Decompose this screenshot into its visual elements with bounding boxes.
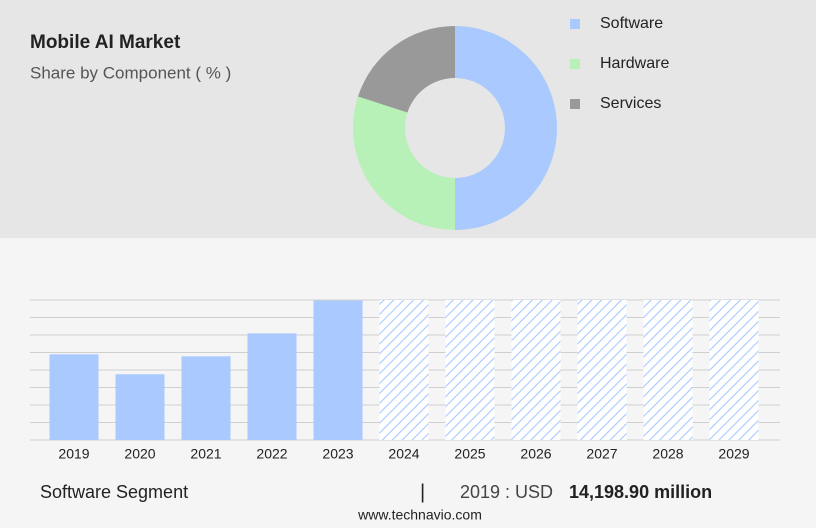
bar [115, 374, 165, 440]
forecast-bar [511, 300, 561, 440]
x-tick-label: 2019 [58, 446, 89, 462]
bar [181, 356, 231, 440]
chart-title: Mobile AI Market [30, 32, 181, 53]
chart-subtitle: Share by Component ( % ) [30, 63, 231, 82]
legend-swatch [570, 19, 580, 29]
year-label: 2019 : USD [460, 482, 553, 502]
x-tick-label: 2027 [586, 446, 617, 462]
x-tick-label: 2029 [718, 446, 749, 462]
x-tick-label: 2023 [322, 446, 353, 462]
bar [313, 300, 363, 440]
forecast-bar [445, 300, 495, 440]
donut-slice [455, 26, 557, 230]
legend-label: Services [600, 95, 661, 112]
separator: | [420, 481, 425, 503]
forecast-bar [709, 300, 759, 440]
legend-label: Software [600, 15, 663, 32]
legend-swatch [570, 59, 580, 69]
bar [247, 333, 297, 440]
x-tick-label: 2021 [190, 446, 221, 462]
forecast-bar [379, 300, 429, 440]
x-tick-label: 2026 [520, 446, 551, 462]
legend-swatch [570, 99, 580, 109]
x-tick-label: 2024 [388, 446, 419, 462]
segment-label: Software Segment [40, 482, 188, 502]
x-tick-label: 2025 [454, 446, 485, 462]
x-tick-label: 2028 [652, 446, 683, 462]
donut-slice [353, 96, 455, 230]
value-label: 14,198.90 million [569, 482, 712, 502]
donut-slice [357, 26, 455, 113]
bar [49, 354, 99, 440]
source: www.technavio.com [357, 507, 482, 523]
forecast-bar [643, 300, 693, 440]
x-tick-label: 2022 [256, 446, 287, 462]
forecast-bar [577, 300, 627, 440]
x-tick-label: 2020 [124, 446, 155, 462]
legend-label: Hardware [600, 55, 669, 72]
